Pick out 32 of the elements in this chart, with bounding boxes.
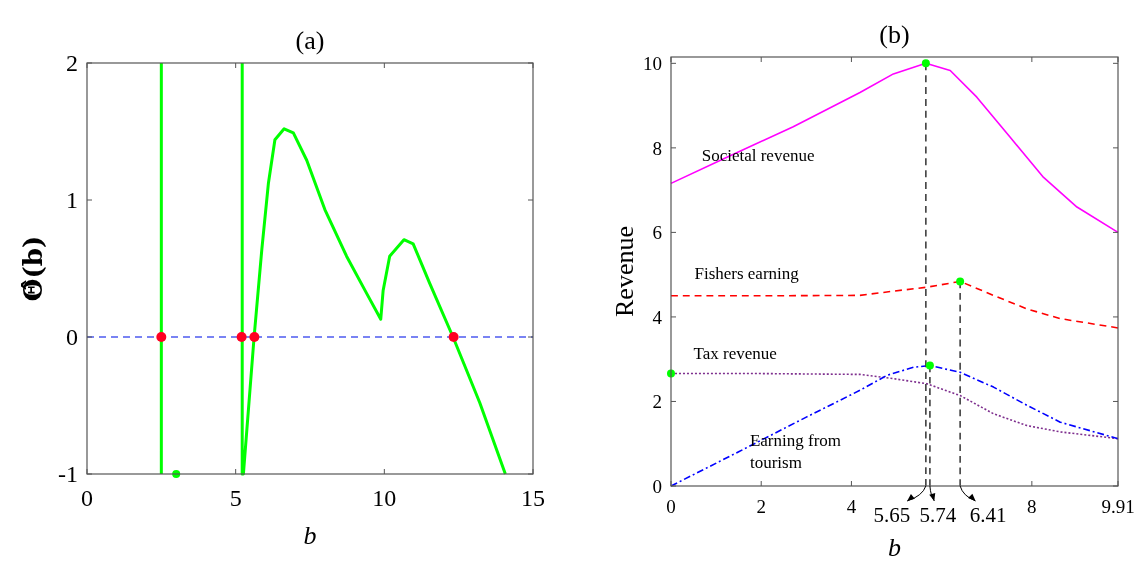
y-tick-label: 2 [66,50,78,77]
chart-title: (a) [295,26,325,55]
x-tick-label: 5 [229,485,242,511]
y-tick-label: 0 [66,324,78,351]
point [921,59,930,68]
series-label: Fishers earning [694,263,800,283]
x-tick-label: 0 [666,496,676,517]
x-tick-label: 4 [846,496,857,517]
annotation: 6.41 [969,503,1007,527]
series-label: Tax revenue [693,344,777,364]
x-axis-title: b [303,521,317,550]
y-tick-label: 2 [652,391,662,413]
chart-title: (b) [879,20,910,49]
y-tick-label: 1 [66,187,78,214]
y-tick-label: 4 [652,306,663,328]
x-tick-label: 9.91 [1101,496,1135,517]
y-axis-title: Revenue [610,226,639,317]
x-tick-label: 2 [756,496,766,517]
y-axis-title: Θ̂(b) [18,235,48,302]
series-label: Earning from tourism [749,430,842,472]
x-axis-title: b [888,533,901,562]
y-tick-label: -1 [58,461,78,488]
x-tick-label: 8 [1027,496,1037,517]
y-tick-label: 8 [652,137,662,159]
point [956,277,965,286]
x-tick-label: 15 [521,485,545,511]
y-tick-label: 10 [643,52,662,74]
y-tick-label: 6 [652,222,662,244]
annotation: 5.65 [873,503,911,527]
x-tick-label: 10 [372,485,397,511]
point [925,361,934,370]
annotation: 5.74 [919,503,957,527]
